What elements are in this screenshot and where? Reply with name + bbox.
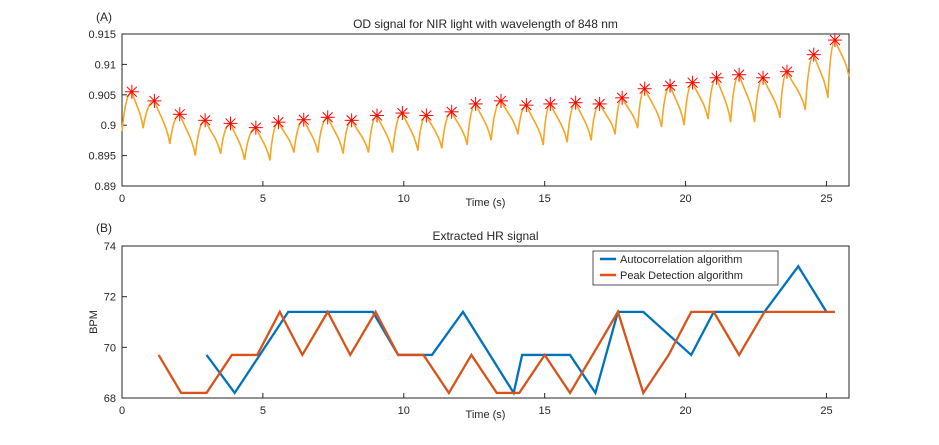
x-axis-label-a: Time (s) [466, 197, 506, 209]
peak-marker [344, 113, 359, 128]
peak-marker [124, 84, 139, 99]
peak-marker [756, 70, 771, 85]
peak-marker [296, 112, 311, 127]
peak-marker [732, 67, 747, 82]
peak-marker [444, 104, 459, 119]
peak-marker [419, 108, 434, 123]
x-tick-label: 0 [119, 405, 125, 417]
peak-marker [248, 120, 263, 135]
peak-marker [370, 108, 385, 123]
y-tick-label: 0.915 [88, 29, 116, 41]
peak-detection-series-line [157, 309, 835, 396]
x-tick-label: 20 [679, 405, 691, 417]
peak-marker [615, 90, 630, 105]
peak-marker [172, 107, 187, 122]
peak-marker [493, 93, 508, 108]
peak-marker [147, 93, 162, 108]
panel-a: (A) OD signal for NIR light with wavelen… [88, 10, 850, 209]
x-tick-label: 15 [539, 405, 551, 417]
legend-box [592, 250, 779, 286]
ticks-a: 0 5 10 15 20 25 0.89 0.895 0.9 0.905 0.91 0.915 [88, 29, 832, 205]
peak-marker [198, 113, 213, 128]
x-tick-label: 25 [820, 193, 832, 205]
panel-label-b: (B) [96, 221, 112, 235]
x-tick-label: 0 [119, 193, 125, 205]
peak-marker [663, 78, 678, 93]
y-tick-label: 0.905 [88, 90, 116, 102]
x-tick-label: 5 [260, 405, 266, 417]
plot-area-a [121, 33, 850, 187]
peak-marker [827, 33, 842, 48]
x-tick-label: 10 [398, 193, 410, 205]
y-tick-label: 68 [104, 393, 116, 405]
x-tick-label: 5 [260, 193, 266, 205]
peak-marker [806, 47, 821, 62]
panel-label-a: (A) [96, 10, 112, 24]
peak-marker [271, 115, 286, 130]
series-b [157, 264, 835, 396]
legend: Autocorrelation algorithm Peak Detection… [592, 250, 779, 286]
peak-marker [709, 70, 724, 85]
peak-marker [320, 110, 335, 125]
y-tick-label: 74 [104, 241, 116, 253]
y-tick-label: 0.895 [88, 151, 116, 163]
legend-label-autocorrelation: Autocorrelation algorithm [620, 254, 742, 266]
peak-marker [468, 96, 483, 111]
peak-marker [637, 81, 652, 96]
series-a [121, 33, 850, 161]
ticks-b: 0 5 10 15 20 25 68 70 72 74 [104, 241, 833, 417]
legend-label-peak-detection: Peak Detection algorithm [620, 270, 743, 282]
peak-marker [685, 75, 700, 90]
peak-marker [543, 96, 558, 111]
y-tick-label: 72 [104, 292, 116, 304]
peak-marker [780, 64, 795, 79]
autocorrelation-series-line [205, 264, 828, 396]
chart-title-b: Extracted HR signal [432, 229, 538, 243]
y-axis-label-b: BPM [88, 310, 100, 334]
peak-marker [592, 96, 607, 111]
x-tick-label: 20 [679, 193, 691, 205]
x-tick-label: 15 [539, 193, 551, 205]
x-tick-label: 25 [820, 405, 832, 417]
x-tick-label: 10 [398, 405, 410, 417]
y-tick-label: 0.91 [95, 59, 116, 71]
y-tick-label: 0.89 [95, 181, 116, 193]
panel-b: (B) Extracted HR signal Time (s) BPM 0 5 1… [88, 221, 850, 421]
y-tick-label: 70 [104, 342, 116, 354]
peak-marker [519, 98, 534, 113]
chart-title-a: OD signal for NIR light with wavelength … [353, 17, 618, 31]
y-tick-label: 0.9 [101, 120, 116, 132]
od-signal-line [121, 39, 850, 161]
peak-marker [568, 95, 583, 110]
peak-marker [223, 116, 238, 131]
peak-marker [395, 106, 410, 121]
x-axis-label-b: Time (s) [466, 409, 506, 421]
